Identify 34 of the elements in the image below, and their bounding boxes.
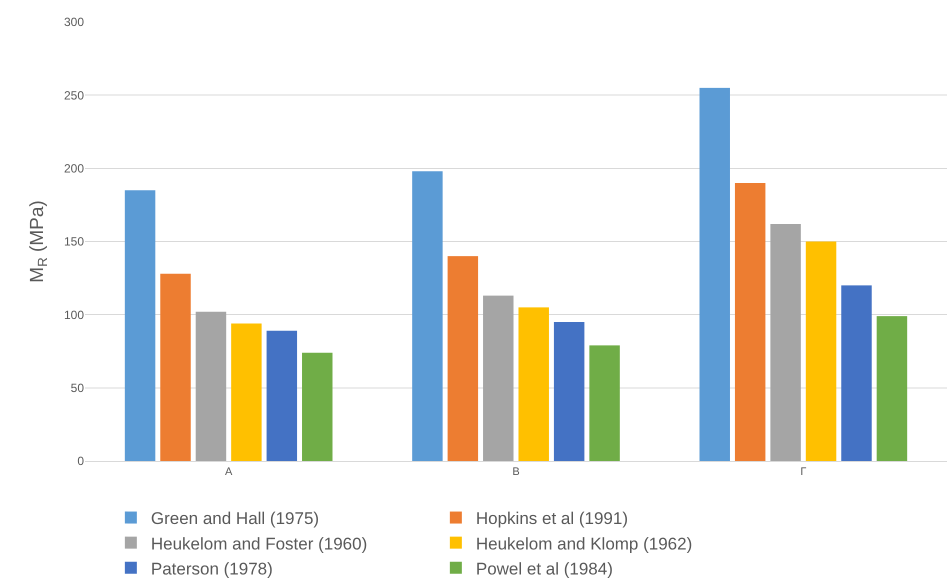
bar (266, 330, 298, 461)
bar (841, 285, 872, 461)
bar (448, 256, 478, 461)
bar (589, 345, 620, 461)
y-tick-label: 200 (64, 162, 84, 176)
bar (412, 171, 443, 461)
x-tick-label: Г (800, 466, 806, 478)
bar (700, 88, 730, 461)
x-tick-label: А (225, 466, 233, 478)
y-tick-label: 0 (77, 454, 84, 468)
bar (483, 296, 514, 461)
bar (770, 224, 801, 461)
legend-label: Powel et al (1984) (476, 559, 613, 578)
bar (124, 190, 156, 461)
y-tick-label: 250 (64, 88, 84, 102)
y-tick-label: 100 (64, 308, 84, 322)
bar (876, 316, 908, 461)
legend-label: Green and Hall (1975) (150, 509, 320, 528)
bar (231, 323, 262, 461)
x-tick-label: В (512, 466, 520, 478)
legend-label: Heukelom and Klomp (1962) (476, 534, 692, 554)
legend-label: Heukelom and Foster (1960) (150, 534, 368, 554)
bar (734, 182, 766, 461)
bar (196, 312, 226, 461)
bar (518, 307, 549, 461)
legend-label: Hopkins et al (1991) (476, 509, 628, 528)
bar (806, 242, 836, 461)
y-tick-label: 50 (70, 381, 84, 396)
y-tick-label: 150 (64, 234, 84, 249)
bar (302, 352, 332, 461)
y-tick-label: 300 (64, 15, 84, 30)
bar (160, 274, 191, 461)
legend-label: Paterson (1978) (150, 559, 273, 578)
bar (554, 322, 584, 461)
